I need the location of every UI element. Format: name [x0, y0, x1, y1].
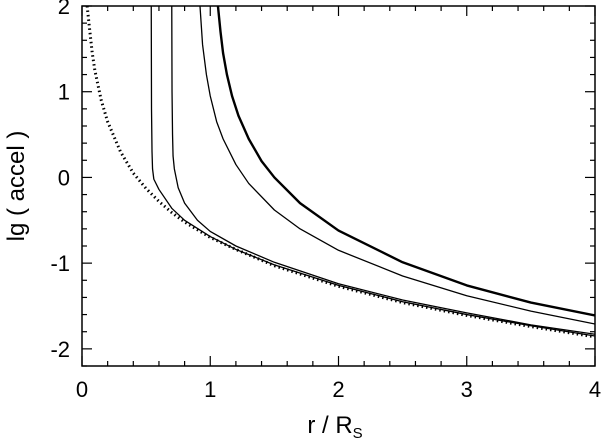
- tick-layer: 0 1 2 3 4 -2 -1 0 1 2: [50, 0, 601, 402]
- y-tick-label: 2: [58, 0, 70, 19]
- x-tick-label: 1: [204, 377, 216, 402]
- plot-frame: [81, 5, 596, 367]
- y-axis-label: lg ( accel ): [3, 131, 30, 242]
- y-tick-label: -2: [50, 337, 70, 362]
- x-tick-label: 0: [76, 377, 88, 402]
- y-tick-label: -1: [50, 251, 70, 276]
- y-tick-label: 1: [58, 80, 70, 105]
- series-line-1: [150, 6, 595, 337]
- series-line-2: [171, 6, 595, 335]
- series-line-4: [216, 6, 595, 317]
- series-line-0: [85, 6, 595, 339]
- x-tick-label: 3: [461, 377, 473, 402]
- y-tick-label: 0: [58, 165, 70, 190]
- series-line-3: [199, 6, 595, 325]
- x-tick-label: 2: [332, 377, 344, 402]
- x-tick-label: 4: [589, 377, 601, 402]
- series-layer: [85, 6, 595, 339]
- x-axis-label: r / RS: [307, 412, 362, 442]
